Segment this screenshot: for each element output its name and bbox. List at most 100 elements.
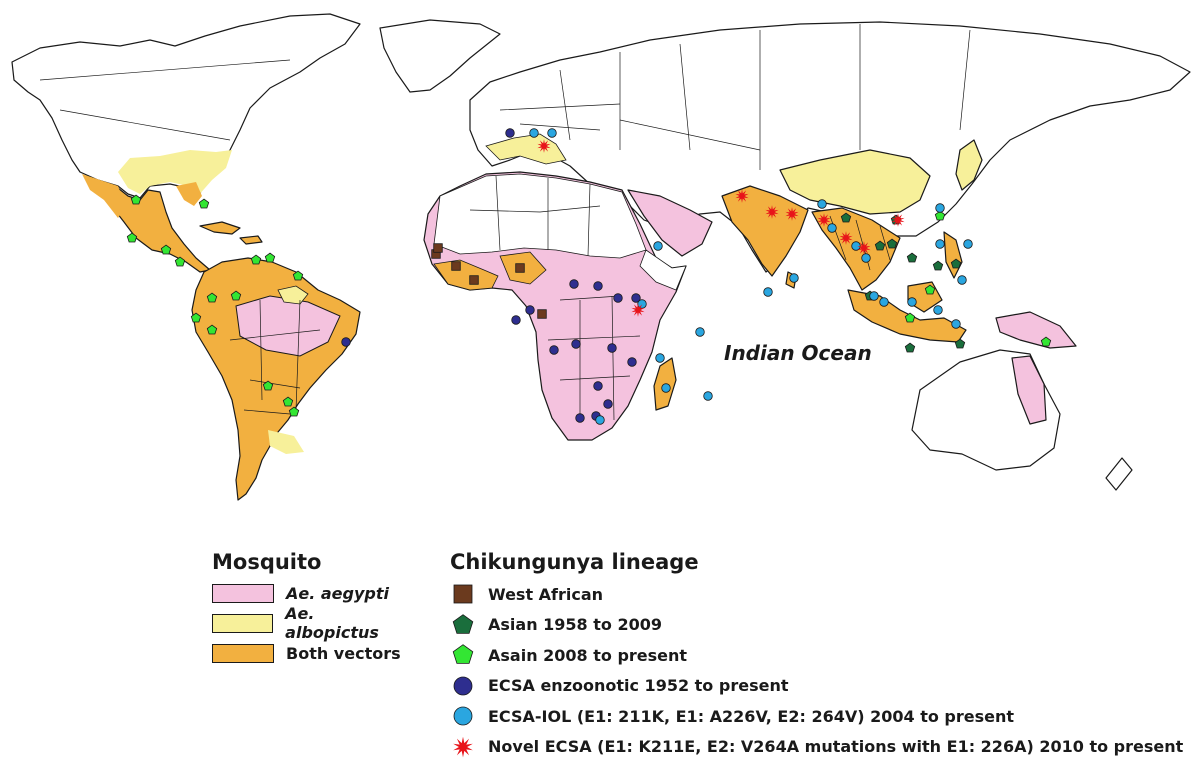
circle-marker-4-20	[935, 239, 945, 249]
mosquito-legend-item: Ae. albopictus	[212, 604, 412, 642]
square-marker-0-3	[515, 263, 525, 273]
circle-marker-4-8	[763, 287, 773, 297]
pentagon-marker-2-3	[174, 256, 186, 267]
circle-marker-4-6	[661, 383, 671, 393]
circle-marker-4-18	[951, 319, 961, 329]
country-borders	[39, 24, 971, 421]
china-region	[779, 149, 931, 215]
pentagon-marker-2-10	[190, 312, 202, 323]
lineage-label: Asian 1958 to 2009	[488, 615, 662, 635]
lineage-label: West African	[488, 584, 604, 604]
lineage-legend-item: Novel ECSA (E1: K211E, E2: V264A mutatio…	[450, 732, 1190, 763]
pentagon-marker-2-9	[292, 270, 304, 281]
mosquito-label: Both vectors	[286, 643, 401, 663]
pentagon-marker-2-11	[206, 324, 218, 335]
pentagon-marker-2-5	[206, 292, 218, 303]
circle-marker-3-9	[627, 357, 637, 367]
circle-marker-4-19	[957, 275, 967, 285]
circle-icon	[453, 676, 473, 696]
mosquito-legend: Mosquito Ae. aegypti Ae. albopictus Both v…	[212, 550, 412, 668]
new-zealand	[1105, 457, 1133, 491]
mosquito-swatch	[212, 643, 274, 663]
new-guinea	[995, 311, 1077, 349]
guiana-albopictus-region	[277, 285, 309, 305]
pentagon-icon	[452, 644, 474, 665]
lineage-markers	[126, 128, 1052, 425]
queensland-region	[1011, 355, 1047, 425]
mosquito-label: Ae. albopictus	[285, 604, 379, 642]
lineage-legend-item: Asain 2008 to present	[450, 640, 1190, 671]
circle-marker-3-11	[603, 399, 613, 409]
pentagon-marker-1-3	[906, 252, 918, 263]
star-marker-5-8	[631, 303, 645, 317]
arabian-peninsula	[627, 189, 713, 257]
circle-marker-3-15	[511, 315, 521, 325]
pentagon-marker-1-6	[954, 338, 966, 349]
circle-marker-3-1	[525, 305, 535, 315]
star-marker-5-0	[537, 139, 551, 153]
circle-marker-3-13	[575, 413, 585, 423]
circle-marker-4-4	[695, 327, 705, 337]
pentagon-marker-2-14	[288, 406, 300, 417]
mosquito-swatch	[212, 613, 274, 633]
circle-marker-4-13	[861, 253, 871, 263]
lineage-legend-item: West African	[450, 579, 1190, 610]
circle-marker-3-7	[571, 339, 581, 349]
pentagon-marker-1-1	[874, 240, 886, 251]
circle-marker-3-5	[631, 293, 641, 303]
lineage-label: ECSA-IOL (E1: 211K, E1: A226V, E2: 264V)…	[488, 706, 1015, 726]
circle-marker-4-1	[547, 128, 557, 138]
square-icon	[453, 584, 473, 604]
star-marker-5-5	[839, 231, 853, 245]
pentagon-marker-2-13	[282, 396, 294, 407]
argentina-albopictus-region	[268, 430, 304, 454]
circle-marker-4-2	[653, 241, 663, 251]
pentagon-marker-2-15	[1040, 336, 1052, 347]
pentagon-marker-2-1	[126, 232, 138, 243]
circle-marker-3-8	[607, 343, 617, 353]
circle-marker-4-23	[595, 415, 605, 425]
star-marker-5-3	[785, 207, 799, 221]
lineage-legend-title: Chikungunya lineage	[450, 550, 699, 574]
pentagon-marker-2-4	[198, 198, 210, 209]
horn-of-africa	[639, 249, 687, 291]
star-marker-5-2	[765, 205, 779, 219]
usa-albopictus-region	[118, 150, 232, 196]
lineage-label: Asain 2008 to present	[488, 645, 688, 665]
pentagon-marker-2-8	[264, 252, 276, 263]
caribbean-islands	[199, 221, 263, 245]
star-icon	[453, 736, 473, 758]
circle-marker-4-10	[817, 199, 827, 209]
square-marker-0-1	[451, 261, 461, 271]
pentagon-marker-2-18	[924, 284, 936, 295]
circle-marker-4-0	[529, 128, 539, 138]
circle-marker-4-15	[879, 297, 889, 307]
circle-marker-4-22	[935, 203, 945, 213]
indonesia	[847, 281, 967, 343]
mosquito-legend-title: Mosquito	[212, 550, 322, 574]
pentagon-marker-2-17	[904, 312, 916, 323]
pentagon-icon	[452, 613, 474, 634]
circle-marker-4-21	[963, 239, 973, 249]
circle-marker-4-9	[789, 273, 799, 283]
pentagon-marker-2-7	[250, 254, 262, 265]
west-africa-both-vectors-region	[433, 251, 547, 291]
circle-marker-3-0	[505, 128, 515, 138]
circle-marker-3-2	[569, 279, 579, 289]
usa-both-vectors-region	[176, 182, 202, 206]
sahara-north-africa	[433, 173, 647, 259]
star-marker-5-1	[735, 189, 749, 203]
square-marker-0-5	[433, 243, 443, 253]
circle-icon	[453, 706, 473, 726]
pentagon-marker-2-0	[130, 194, 142, 205]
circle-marker-3-3	[593, 281, 603, 291]
circle-marker-4-7	[703, 391, 713, 401]
mediterranean-albopictus-region	[485, 133, 567, 165]
circle-marker-4-14	[869, 291, 879, 301]
lineage-legend: Chikungunya lineage West African Asian 19…	[450, 550, 1190, 762]
pentagon-marker-2-16	[934, 210, 946, 221]
pentagon-marker-2-2	[160, 244, 172, 255]
lineage-legend-item: ECSA enzoonotic 1952 to present	[450, 671, 1190, 702]
circle-marker-3-14	[341, 337, 351, 347]
lineage-legend-item: ECSA-IOL (E1: 211K, E1: A226V, E2: 264V)…	[450, 701, 1190, 732]
